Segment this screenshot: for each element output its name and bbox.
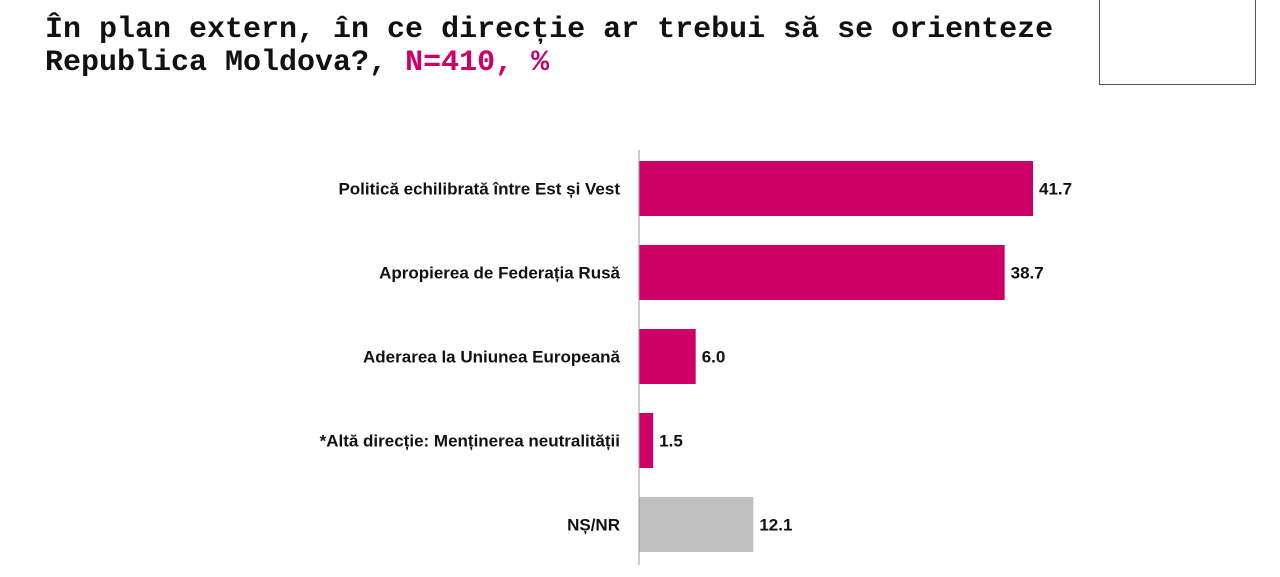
- category-label: Politică echilibrată între Est și Vest: [338, 180, 620, 199]
- logo-box: [1099, 0, 1256, 85]
- category-label: Apropierea de Federația Rusă: [379, 264, 620, 283]
- value-label: 6.0: [702, 348, 726, 367]
- bar: [639, 329, 696, 384]
- title-sample-size: N=410, %: [405, 46, 550, 80]
- bar: [639, 497, 754, 552]
- value-label: 12.1: [759, 516, 792, 535]
- value-label: 1.5: [659, 432, 683, 451]
- value-label: 41.7: [1039, 180, 1072, 199]
- category-label: *Altă direcție: Menținerea neutralității: [320, 432, 620, 451]
- chart-title: În plan extern, în ce direcție ar trebui…: [45, 14, 1053, 80]
- bar: [639, 161, 1033, 216]
- category-label: Aderarea la Uniunea Europeană: [363, 348, 621, 367]
- bar: [639, 245, 1005, 300]
- title-main: În plan extern, în ce direcție ar trebui…: [45, 13, 1054, 80]
- value-label: 38.7: [1011, 264, 1044, 283]
- category-label: NȘ/NR: [567, 516, 620, 535]
- bar: [639, 413, 654, 468]
